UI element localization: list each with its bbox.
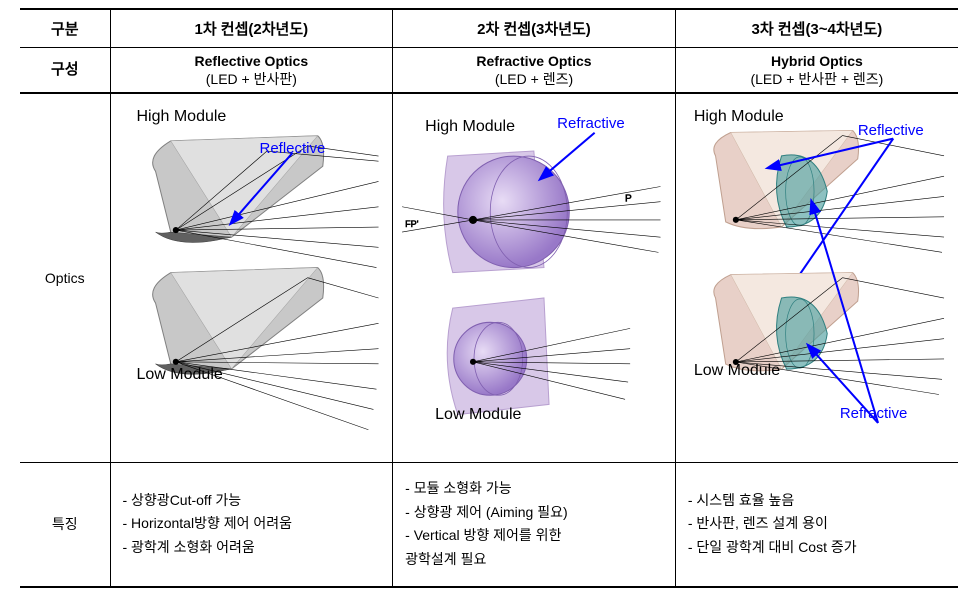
feat1-line0: - 상향광Cut-off 가능: [123, 489, 381, 513]
optics-col1: High Module Reflective Low Module: [110, 93, 393, 462]
feat2-line1: - 상향광 제어 (Aiming 필요): [405, 501, 663, 525]
low-module-label-3: Low Module: [694, 362, 780, 380]
features-col2: - 모듈 소형화 가능 - 상향광 제어 (Aiming 필요) - Verti…: [393, 462, 676, 587]
diagram-reflective: High Module Reflective Low Module: [115, 100, 389, 455]
comp2-title: Refractive Optics: [476, 53, 591, 69]
refractive-svg: FP' P: [397, 100, 671, 455]
header-row: 구분 1차 컨셉(2차년도) 2차 컨셉(3차년도) 3차 컨셉(3~4차년도): [20, 9, 958, 48]
header-col2: 2차 컨셉(3차년도): [393, 9, 676, 48]
optics-label: Optics: [20, 93, 110, 462]
composition-col1: Reflective Optics (LED + 반사판): [110, 48, 393, 94]
comp3-title: Hybrid Optics: [771, 53, 863, 69]
diagram-refractive: High Module Refractive Low Module: [397, 100, 671, 455]
optics-col2: High Module Refractive Low Module: [393, 93, 676, 462]
features-col1: - 상향광Cut-off 가능 - Horizontal방향 제어 어려움 - …: [110, 462, 393, 587]
refractive-label-3: Refractive: [840, 405, 908, 422]
feat2-line3: 광학설계 필요: [405, 548, 663, 572]
comp2-sub: (LED + 렌즈): [495, 71, 573, 87]
reflective-label: Reflective: [260, 140, 326, 157]
features-col3: - 시스템 효율 높음 - 반사판, 렌즈 설계 용이 - 단일 광학계 대비 …: [675, 462, 958, 587]
reflective-svg: [115, 100, 389, 455]
svg-text:FP': FP': [405, 219, 419, 229]
feat2-line0: - 모듈 소형화 가능: [405, 477, 663, 501]
features-row: 특징 - 상향광Cut-off 가능 - Horizontal방향 제어 어려움…: [20, 462, 958, 587]
composition-row: 구성 Reflective Optics (LED + 반사판) Refract…: [20, 48, 958, 94]
diagram-hybrid: High Module Reflective Low Module Refrac…: [680, 100, 954, 455]
comp3-sub: (LED + 반사판 + 렌즈): [750, 71, 883, 87]
composition-col3: Hybrid Optics (LED + 반사판 + 렌즈): [675, 48, 958, 94]
comparison-table: 구분 1차 컨셉(2차년도) 2차 컨셉(3차년도) 3차 컨셉(3~4차년도)…: [20, 8, 958, 588]
hybrid-svg: [680, 100, 954, 455]
high-module-label-3: High Module: [694, 108, 784, 126]
low-module-label: Low Module: [137, 366, 223, 384]
header-col0: 구분: [20, 9, 110, 48]
low-module-label-2: Low Module: [435, 406, 521, 424]
svg-text:P: P: [625, 194, 632, 205]
feat2-line2: - Vertical 방향 제어를 위한: [405, 524, 663, 548]
comp1-title: Reflective Optics: [195, 53, 309, 69]
high-module-label-2: High Module: [425, 118, 515, 136]
composition-col2: Refractive Optics (LED + 렌즈): [393, 48, 676, 94]
feat3-line2: - 단일 광학계 대비 Cost 증가: [688, 536, 946, 560]
header-col3: 3차 컨셉(3~4차년도): [675, 9, 958, 48]
reflective-label-3: Reflective: [858, 122, 924, 139]
comp1-sub: (LED + 반사판): [206, 71, 297, 87]
features-label: 특징: [20, 462, 110, 587]
feat3-line1: - 반사판, 렌즈 설계 용이: [688, 512, 946, 536]
feat1-line2: - 광학계 소형화 어려움: [123, 536, 381, 560]
refractive-label: Refractive: [557, 115, 625, 132]
optics-row: Optics High Module Reflective Low Module: [20, 93, 958, 462]
feat3-line0: - 시스템 효율 높음: [688, 489, 946, 513]
header-col1: 1차 컨셉(2차년도): [110, 9, 393, 48]
high-module-label: High Module: [137, 108, 227, 126]
feat1-line1: - Horizontal방향 제어 어려움: [123, 512, 381, 536]
composition-label: 구성: [20, 48, 110, 94]
optics-col3: High Module Reflective Low Module Refrac…: [675, 93, 958, 462]
